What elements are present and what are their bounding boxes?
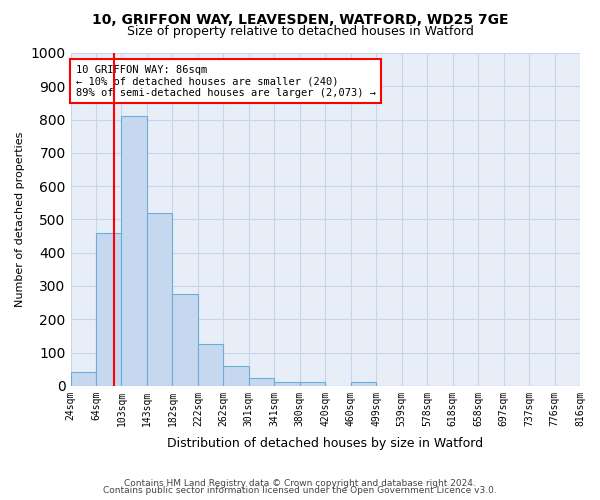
Text: Contains public sector information licensed under the Open Government Licence v3: Contains public sector information licen… (103, 486, 497, 495)
X-axis label: Distribution of detached houses by size in Watford: Distribution of detached houses by size … (167, 437, 484, 450)
Bar (121, 116, 147, 386)
Bar (172, 294, 198, 386)
Y-axis label: Number of detached properties: Number of detached properties (15, 132, 25, 307)
Bar (147, 212, 172, 386)
Bar (96, 232, 121, 386)
Bar (274, 382, 300, 386)
Bar (223, 366, 249, 386)
Bar (249, 378, 274, 386)
Text: 10 GRIFFON WAY: 86sqm
← 10% of detached houses are smaller (240)
89% of semi-det: 10 GRIFFON WAY: 86sqm ← 10% of detached … (76, 64, 376, 98)
Text: Contains HM Land Registry data © Crown copyright and database right 2024.: Contains HM Land Registry data © Crown c… (124, 478, 476, 488)
Bar (300, 382, 325, 386)
Bar (351, 382, 376, 386)
Bar (71, 372, 96, 386)
Bar (198, 344, 223, 386)
Text: Size of property relative to detached houses in Watford: Size of property relative to detached ho… (127, 25, 473, 38)
Text: 10, GRIFFON WAY, LEAVESDEN, WATFORD, WD25 7GE: 10, GRIFFON WAY, LEAVESDEN, WATFORD, WD2… (92, 12, 508, 26)
